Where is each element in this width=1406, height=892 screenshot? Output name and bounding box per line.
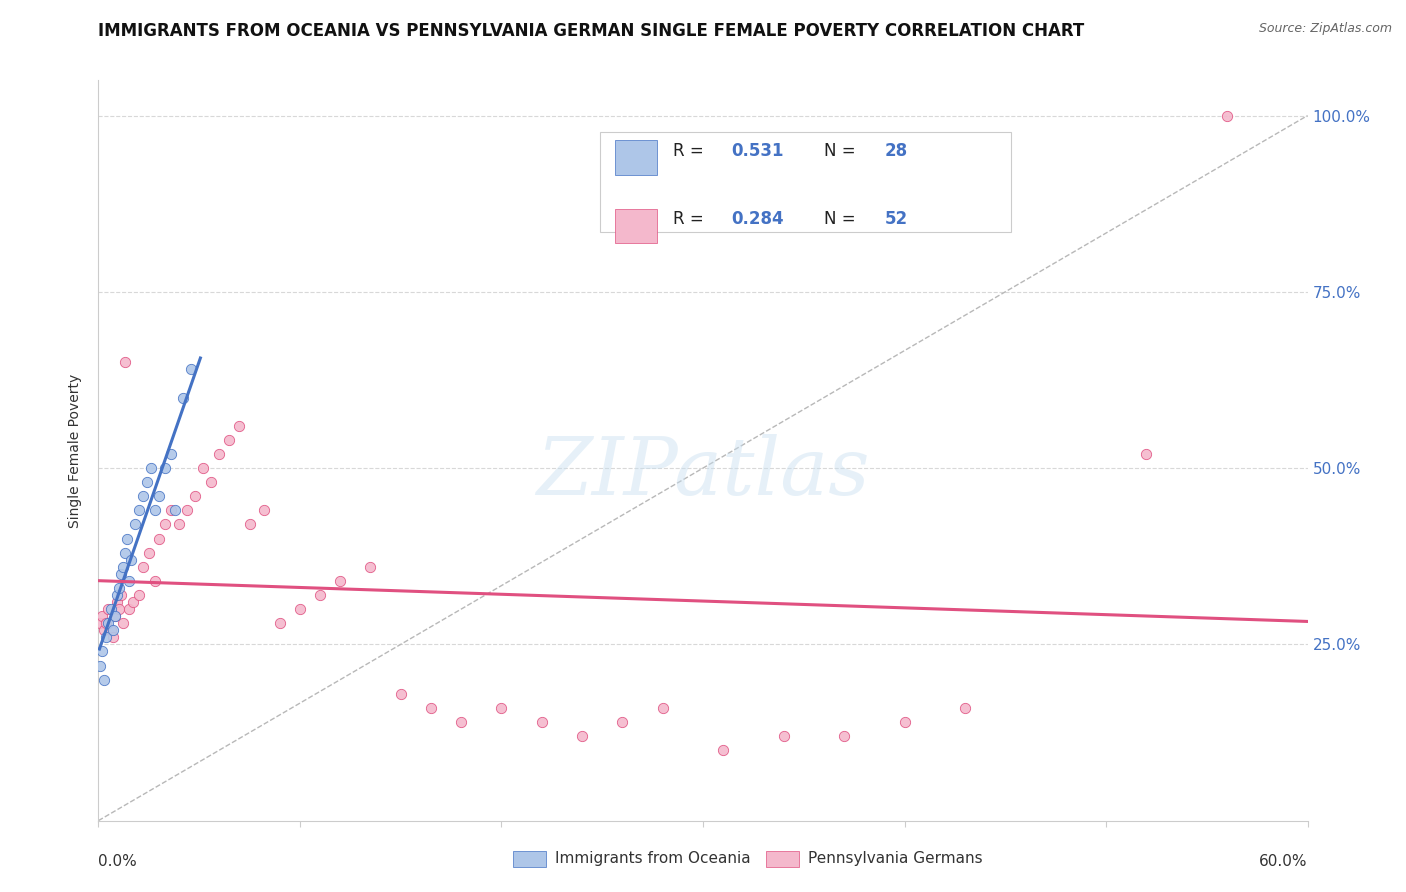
- Point: [111, 559, 134, 574]
- Point: [153, 517, 176, 532]
- Text: 28: 28: [884, 142, 907, 160]
- Point: [93, 673, 115, 687]
- Text: 0.531: 0.531: [731, 142, 783, 160]
- Point: [148, 489, 170, 503]
- Text: 0.284: 0.284: [731, 210, 783, 227]
- Point: [97, 616, 120, 631]
- Point: [89, 616, 111, 631]
- Point: [96, 616, 118, 631]
- Point: [288, 602, 311, 616]
- Point: [420, 701, 443, 715]
- Point: [148, 532, 170, 546]
- Point: [97, 602, 120, 616]
- Point: [118, 574, 141, 588]
- Bar: [614, 209, 657, 244]
- Point: [135, 475, 157, 490]
- Point: [128, 588, 150, 602]
- Point: [143, 503, 166, 517]
- Point: [143, 574, 166, 588]
- Point: [1216, 109, 1239, 123]
- Text: R =: R =: [673, 142, 709, 160]
- Point: [893, 714, 915, 729]
- Point: [111, 616, 134, 631]
- Point: [132, 489, 155, 503]
- Y-axis label: Single Female Poverty: Single Female Poverty: [69, 374, 83, 527]
- Point: [153, 461, 176, 475]
- Point: [530, 714, 553, 729]
- Text: Immigrants from Oceania: Immigrants from Oceania: [555, 851, 751, 865]
- Point: [115, 532, 138, 546]
- FancyBboxPatch shape: [600, 132, 1011, 232]
- Point: [160, 447, 183, 461]
- Point: [110, 566, 132, 581]
- Point: [132, 559, 155, 574]
- Text: R =: R =: [673, 210, 709, 227]
- Point: [389, 687, 412, 701]
- Point: [114, 355, 136, 369]
- Point: [491, 701, 513, 715]
- Point: [450, 714, 472, 729]
- Point: [180, 362, 202, 376]
- Point: [711, 743, 734, 757]
- Point: [118, 602, 141, 616]
- Point: [101, 624, 124, 638]
- Bar: [614, 140, 657, 175]
- Point: [218, 433, 240, 447]
- Point: [953, 701, 976, 715]
- Point: [100, 624, 122, 638]
- Point: [208, 447, 231, 461]
- Point: [612, 714, 634, 729]
- Point: [124, 517, 146, 532]
- Point: [1135, 447, 1157, 461]
- Point: [184, 489, 207, 503]
- Point: [100, 602, 122, 616]
- Point: [107, 581, 129, 595]
- Text: IMMIGRANTS FROM OCEANIA VS PENNSYLVANIA GERMAN SINGLE FEMALE POVERTY CORRELATION: IMMIGRANTS FROM OCEANIA VS PENNSYLVANIA …: [98, 22, 1084, 40]
- Point: [93, 624, 115, 638]
- Point: [309, 588, 332, 602]
- Point: [160, 503, 183, 517]
- Text: N =: N =: [824, 142, 860, 160]
- Point: [329, 574, 352, 588]
- Point: [105, 595, 128, 609]
- Point: [360, 559, 382, 574]
- Point: [832, 729, 855, 743]
- Text: N =: N =: [824, 210, 860, 227]
- Point: [163, 503, 186, 517]
- Point: [228, 418, 250, 433]
- Text: Pennsylvania Germans: Pennsylvania Germans: [808, 851, 983, 865]
- Point: [571, 729, 593, 743]
- Point: [91, 644, 114, 658]
- Point: [110, 588, 132, 602]
- Text: Source: ZipAtlas.com: Source: ZipAtlas.com: [1258, 22, 1392, 36]
- Point: [772, 729, 794, 743]
- Text: 60.0%: 60.0%: [1260, 854, 1308, 869]
- Point: [107, 602, 129, 616]
- Point: [101, 630, 124, 644]
- Point: [96, 630, 118, 644]
- Point: [89, 658, 111, 673]
- Point: [651, 701, 673, 715]
- Point: [139, 461, 162, 475]
- Point: [253, 503, 276, 517]
- Point: [239, 517, 262, 532]
- Text: 0.0%: 0.0%: [98, 854, 138, 869]
- Point: [167, 517, 190, 532]
- Point: [176, 503, 198, 517]
- Text: 52: 52: [884, 210, 907, 227]
- Point: [269, 616, 291, 631]
- Point: [114, 546, 136, 560]
- Point: [91, 609, 114, 624]
- Point: [103, 609, 125, 624]
- Point: [138, 546, 160, 560]
- Point: [105, 588, 128, 602]
- Point: [121, 595, 143, 609]
- Point: [200, 475, 222, 490]
- Point: [193, 461, 215, 475]
- Point: [103, 609, 125, 624]
- Point: [120, 553, 142, 567]
- Point: [172, 391, 194, 405]
- Point: [128, 503, 150, 517]
- Text: ZIPatlas: ZIPatlas: [536, 434, 870, 511]
